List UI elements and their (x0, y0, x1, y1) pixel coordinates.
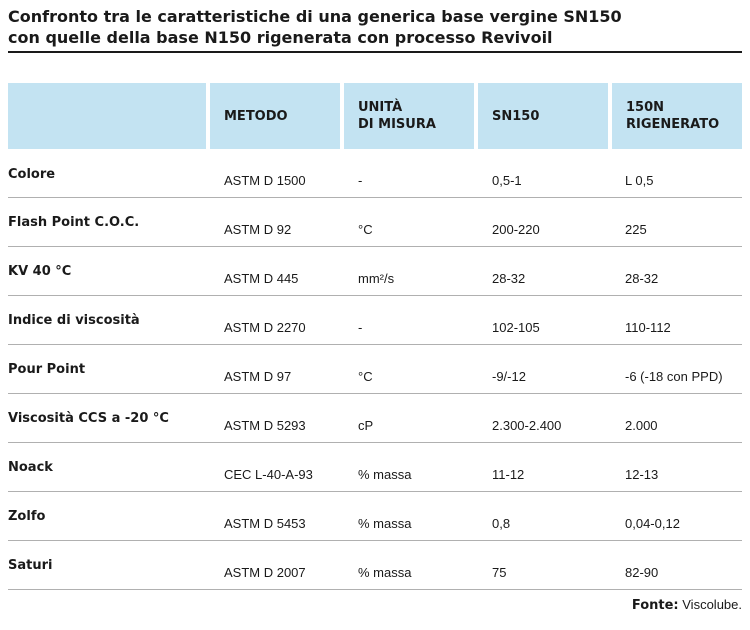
cell-regenerated: -6 (-18 con PPD) (625, 369, 723, 384)
cell-unit: °C (358, 369, 373, 384)
cell-sn150: 0,8 (492, 516, 511, 531)
cell-regenerated: L 0,5 (625, 173, 654, 188)
cell-sn150: -9/-12 (492, 369, 526, 384)
header-cell-method: METODO (210, 83, 340, 149)
cell-unit: % massa (358, 516, 412, 531)
cell-method: ASTM D 97 (224, 369, 292, 384)
title-line-1: Confronto tra le caratteristiche di una … (8, 7, 622, 26)
cell-sn150: 75 (492, 565, 507, 580)
cell-property: Noack (8, 460, 53, 475)
table-row: Colore ASTM D 1500 - 0,5-1 L 0,5 (8, 149, 742, 198)
cell-property: KV 40 °C (8, 264, 72, 279)
cell-regenerated: 2.000 (625, 418, 658, 433)
table-header: METODO UNITÀ DI MISURA SN150 150N RIGENE… (8, 83, 742, 149)
cell-sn150: 200-220 (492, 222, 540, 237)
header-cell-unit: UNITÀ DI MISURA (344, 83, 474, 149)
cell-regenerated: 82-90 (625, 565, 659, 580)
cell-method: CEC L-40-A-93 (224, 467, 313, 482)
cell-method: ASTM D 2270 (224, 320, 306, 335)
cell-unit: % massa (358, 467, 412, 482)
header-cell-sn150: SN150 (478, 83, 608, 149)
cell-unit: °C (358, 222, 373, 237)
cell-sn150: 28-32 (492, 271, 526, 286)
cell-property: Saturi (8, 558, 53, 573)
title-divider (8, 51, 742, 53)
cell-method: ASTM D 5293 (224, 418, 306, 433)
cell-property: Indice di viscosità (8, 313, 140, 328)
source-credit: Fonte: Viscolube. (632, 597, 742, 613)
table-row: Pour Point ASTM D 97 °C -9/-12 -6 (-18 c… (8, 345, 742, 394)
cell-unit: - (358, 320, 363, 335)
page-title: Confronto tra le caratteristiche di una … (8, 6, 742, 48)
cell-method: ASTM D 92 (224, 222, 292, 237)
table-row: KV 40 °C ASTM D 445 mm²/s 28-32 28-32 (8, 247, 742, 296)
cell-sn150: 0,5-1 (492, 173, 522, 188)
cell-regenerated: 28-32 (625, 271, 659, 286)
table-row: Saturi ASTM D 2007 % massa 75 82-90 (8, 541, 742, 590)
cell-regenerated: 0,04-0,12 (625, 516, 680, 531)
cell-property: Flash Point C.O.C. (8, 215, 140, 230)
header-cell-property (8, 83, 206, 149)
table-body: Colore ASTM D 1500 - 0,5-1 L 0,5 Flash P… (8, 149, 742, 590)
cell-property: Colore (8, 167, 56, 182)
header-cell-regenerated: 150N RIGENERATO (612, 83, 742, 149)
cell-regenerated: 225 (625, 222, 647, 237)
cell-method: ASTM D 1500 (224, 173, 306, 188)
cell-method: ASTM D 445 (224, 271, 299, 286)
cell-method: ASTM D 5453 (224, 516, 306, 531)
cell-regenerated: 110-112 (625, 320, 671, 335)
source-value: Viscolube. (682, 597, 742, 612)
cell-property: Pour Point (8, 362, 86, 377)
cell-sn150: 102-105 (492, 320, 540, 335)
cell-method: ASTM D 2007 (224, 565, 306, 580)
title-line-2: con quelle della base N150 rigenerata co… (8, 28, 553, 47)
cell-sn150: 2.300-2.400 (492, 418, 562, 433)
cell-property: Viscosità CCS a -20 °C (8, 411, 169, 426)
source-label: Fonte: (631, 598, 679, 613)
cell-unit: % massa (358, 565, 412, 580)
table-row: Noack CEC L-40-A-93 % massa 11-12 12-13 (8, 443, 742, 492)
table-row: Flash Point C.O.C. ASTM D 92 °C 200-220 … (8, 198, 742, 247)
table-row: Viscosità CCS a -20 °C ASTM D 5293 cP 2.… (8, 394, 742, 443)
cell-unit: - (358, 173, 363, 188)
cell-property: Zolfo (8, 509, 46, 524)
cell-regenerated: 12-13 (625, 467, 659, 482)
cell-sn150: 11-12 (492, 467, 525, 482)
table-row: Zolfo ASTM D 5453 % massa 0,8 0,04-0,12 (8, 492, 742, 541)
cell-unit: mm²/s (358, 271, 395, 286)
table-row: Indice di viscosità ASTM D 2270 - 102-10… (8, 296, 742, 345)
cell-unit: cP (358, 418, 374, 433)
